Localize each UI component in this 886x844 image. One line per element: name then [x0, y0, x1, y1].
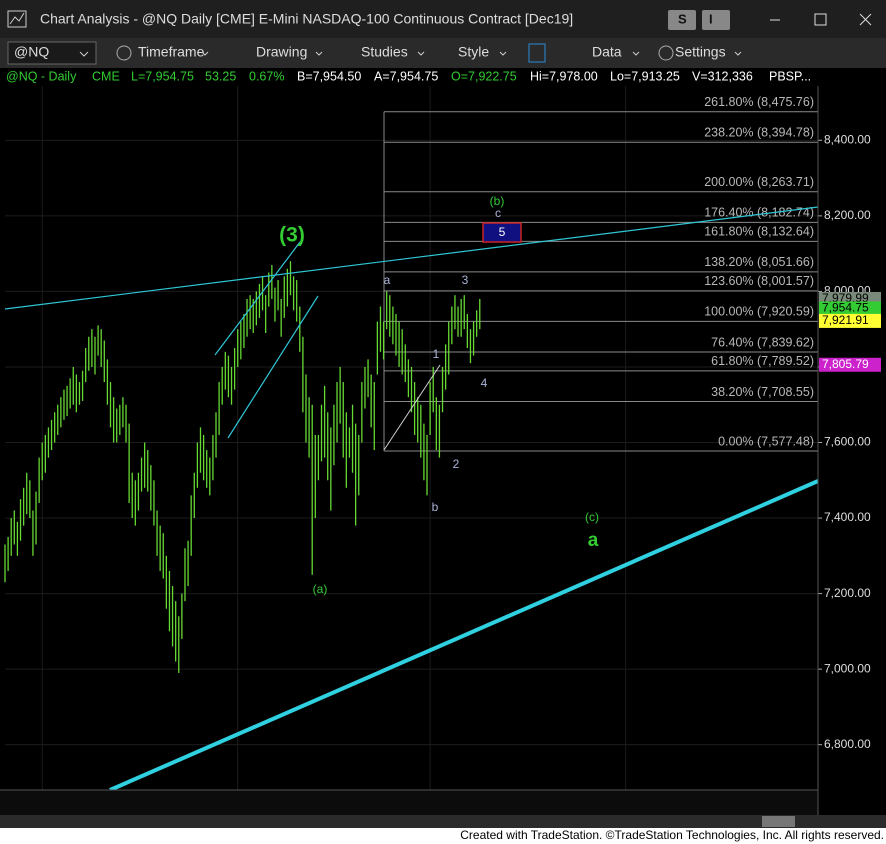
price-marker-label: 7,921.91 [822, 313, 869, 327]
footer-band [0, 828, 886, 844]
i-button-label[interactable]: I [709, 11, 713, 26]
info-item: Lo=7,913.25 [610, 69, 680, 83]
toolbar-item[interactable]: Timeframe [138, 44, 205, 60]
info-item: L=7,954.75 [131, 69, 194, 83]
y-tick-label: 7,600.00 [824, 435, 871, 449]
fib-label: 200.00% (8,263.71) [704, 175, 814, 189]
window-title: Chart Analysis - @NQ Daily [CME] E-Mini … [40, 11, 573, 27]
y-tick-label: 6,800.00 [824, 737, 871, 751]
wave-label: a [588, 530, 599, 551]
trendline [4, 206, 819, 310]
wave-label: 1 [433, 347, 440, 361]
s-button-label[interactable]: S [678, 11, 687, 26]
info-item: CME [92, 69, 120, 83]
target-box [482, 222, 522, 243]
toolbar-item[interactable]: Drawing [256, 44, 307, 60]
symbol-box[interactable] [7, 41, 97, 65]
trendline [109, 479, 819, 792]
wave-label: 4 [481, 376, 488, 390]
wave-label: a [384, 273, 391, 287]
info-item: PBSP... [769, 69, 811, 83]
fib-label: 76.40% (7,839.62) [711, 335, 814, 349]
fib-label: 238.20% (8,394.78) [704, 126, 814, 140]
maximize[interactable] [814, 13, 827, 26]
settings-icon [658, 45, 674, 61]
chart-area [0, 68, 886, 828]
toolbar [0, 38, 886, 68]
s-button[interactable] [668, 10, 696, 30]
layout-icon [528, 43, 546, 63]
y-tick-label: 7,400.00 [824, 510, 871, 524]
wave-label: 5 [499, 225, 506, 239]
price-marker-label: 7,954.75 [822, 301, 869, 315]
fib-label: 138.20% (8,051.66) [704, 255, 814, 269]
channel-line [227, 295, 319, 439]
y-tick-label: 7,200.00 [824, 586, 871, 600]
fib-anchor-line [383, 364, 441, 451]
wave-label: 2 [453, 457, 460, 471]
scroll-thumb[interactable] [762, 816, 795, 827]
y-tick-label: 8,400.00 [824, 132, 871, 146]
channel-line [214, 241, 301, 356]
y-tick-label: 8,200.00 [824, 208, 871, 222]
toolbar-item[interactable]: Settings [675, 44, 726, 60]
fib-label: 161.80% (8,132.64) [704, 225, 814, 239]
fib-label: 261.80% (8,475.76) [704, 95, 814, 109]
close[interactable] [859, 13, 872, 26]
fib-label: 0.00% (7,577.48) [718, 434, 814, 448]
app-icon [7, 10, 27, 28]
scrollbar[interactable] [0, 815, 886, 828]
info-item: @NQ - Daily [6, 69, 77, 83]
price-marker [819, 357, 881, 372]
price-marker-label: 7,805.79 [822, 357, 869, 371]
symbol[interactable]: @NQ [14, 44, 49, 60]
i-button[interactable] [702, 10, 730, 30]
price-marker [819, 301, 881, 316]
app-icon-line [9, 12, 25, 25]
dropdown-arrows [79, 51, 742, 57]
price-marker [819, 313, 881, 328]
info-item: O=7,922.75 [451, 69, 517, 83]
toolbar-item[interactable]: Studies [361, 44, 408, 60]
fib-label: 38.20% (7,708.55) [711, 385, 814, 399]
fib-label: 100.00% (7,920.59) [704, 305, 814, 319]
wave-label: (b) [490, 194, 505, 208]
wave-label: c [495, 206, 501, 220]
toolbar-item[interactable]: Data [592, 44, 622, 60]
fib-label: 176.40% (8,182.74) [704, 206, 814, 220]
info-item: A=7,954.75 [374, 69, 438, 83]
x-axis-band [0, 790, 818, 815]
info-item: Hi=7,978.00 [530, 69, 598, 83]
timeframe-icon [116, 45, 132, 61]
wave-label: (3) [279, 224, 305, 247]
fib-label: 61.80% (7,789.52) [711, 354, 814, 368]
info-item: 53.25 [205, 69, 236, 83]
wave-label: 3 [462, 273, 469, 287]
info-item: B=7,954.50 [297, 69, 361, 83]
fib-label: 123.60% (8,001.57) [704, 274, 814, 288]
title-bar [0, 0, 886, 38]
wave-label: (c) [585, 510, 599, 524]
info-item: V=312,336 [692, 69, 753, 83]
footer: Created with TradeStation. ©TradeStation… [460, 828, 884, 842]
info-item: 0.67% [249, 69, 284, 83]
wave-label: (a) [313, 582, 328, 596]
toolbar-item[interactable]: Style [458, 44, 489, 60]
y-tick-label: 7,000.00 [824, 661, 871, 675]
wave-label: b [432, 500, 439, 514]
